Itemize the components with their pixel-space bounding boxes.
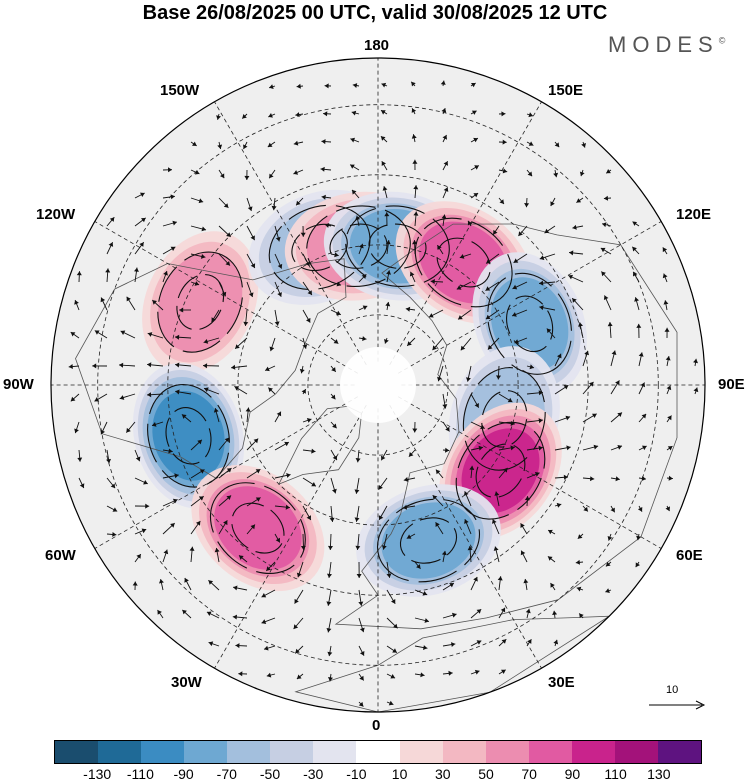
vector-scale-arrow	[648, 699, 706, 711]
colorbar-segment-1	[98, 741, 141, 763]
lon-label-120w: 120W	[36, 207, 75, 223]
lon-label-150w: 150W	[160, 83, 199, 99]
colorbar-tick-6: -10	[346, 766, 366, 782]
colorbar-segment-13	[615, 741, 658, 763]
polar-cap	[340, 347, 416, 423]
lon-label-120e: 120E	[676, 207, 711, 223]
colorbar-tick-4: -50	[260, 766, 280, 782]
lon-label-0: 0	[372, 718, 380, 734]
lon-label-180: 180	[364, 38, 389, 54]
colorbar-segment-7	[356, 741, 399, 763]
colorbar-tick-0: -130	[83, 766, 111, 782]
lon-label-90w: 90W	[3, 377, 34, 393]
colorbar-tick-12: 110	[604, 766, 626, 782]
lon-label-60w: 60W	[45, 548, 76, 564]
colorbar-tick-7: 10	[392, 766, 408, 782]
vector-scale-label: 10	[666, 684, 678, 696]
colorbar-tick-8: 30	[435, 766, 451, 782]
colorbar-tick-11: 90	[565, 766, 581, 782]
colorbar-segment-0	[55, 741, 98, 763]
colorbar-segment-5	[270, 741, 313, 763]
colorbar-tick-3: -70	[217, 766, 237, 782]
lon-label-30e: 30E	[548, 675, 575, 691]
colorbar-segment-12	[572, 741, 615, 763]
colorbar-segment-9	[443, 741, 486, 763]
colorbar-segment-10	[486, 741, 529, 763]
colorbar-tick-10: 70	[521, 766, 537, 782]
colorbar-tick-1: -110	[127, 766, 154, 782]
colorbar-segment-3	[184, 741, 227, 763]
colorbar-tick-5: -30	[303, 766, 323, 782]
colorbar-segment-11	[529, 741, 572, 763]
colorbar-segment-2	[141, 741, 184, 763]
lon-label-90e: 90E	[718, 377, 745, 393]
lon-label-60e: 60E	[676, 548, 703, 564]
colorbar	[54, 740, 702, 764]
colorbar-segment-14	[658, 741, 701, 763]
lon-label-30w: 30W	[171, 675, 202, 691]
colorbar-segment-6	[313, 741, 356, 763]
colorbar-tick-2: -90	[173, 766, 193, 782]
lon-label-150e: 150E	[548, 83, 583, 99]
colorbar-tick-13: 130	[647, 766, 670, 782]
colorbar-ticks: -130 -110 -90 -70 -50 -30 -10 10 30 50 70 90 110 130	[0, 766, 750, 784]
colorbar-tick-9: 50	[478, 766, 494, 782]
colorbar-segment-4	[227, 741, 270, 763]
colorbar-segment-8	[400, 741, 443, 763]
